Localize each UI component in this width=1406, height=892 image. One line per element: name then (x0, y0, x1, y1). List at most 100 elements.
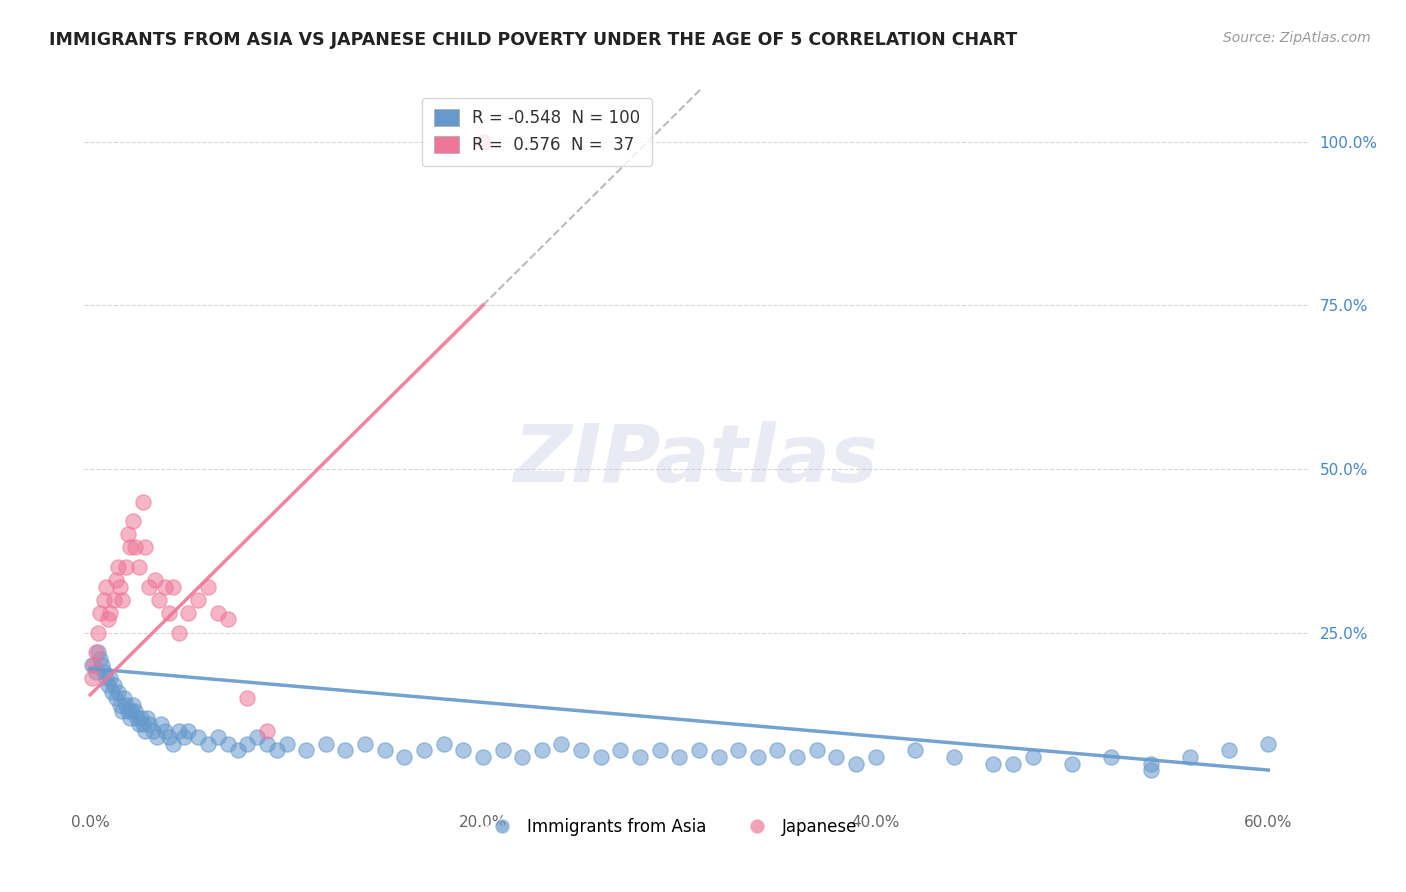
Point (122, 514, 145, 528)
Text: ZIPatlas: ZIPatlas (513, 421, 879, 500)
Point (138, 580, 160, 594)
Point (167, 625, 190, 640)
Point (89, 652, 111, 666)
Point (87, 645, 110, 659)
Point (187, 592, 209, 607)
Point (104, 573, 127, 587)
Point (128, 717, 150, 731)
Point (146, 731, 169, 745)
Point (114, 560, 136, 574)
Point (124, 704, 146, 718)
Point (374, 743, 396, 757)
Point (491, 743, 513, 757)
Point (127, 711, 149, 725)
Point (453, 743, 475, 757)
Point (266, 743, 288, 757)
Point (569, 743, 592, 757)
Point (217, 612, 239, 626)
Point (111, 704, 134, 718)
Point (256, 723, 278, 738)
Point (1139, 756, 1161, 771)
Point (471, 750, 494, 764)
Point (825, 750, 848, 764)
Point (157, 731, 180, 745)
Legend: Immigrants from Asia, Japanese: Immigrants from Asia, Japanese (478, 810, 866, 845)
Point (149, 717, 172, 731)
Point (246, 731, 269, 745)
Point (84, 665, 107, 679)
Point (148, 592, 170, 607)
Point (104, 691, 127, 706)
Point (1002, 756, 1025, 771)
Point (648, 743, 671, 757)
Text: IMMIGRANTS FROM ASIA VS JAPANESE CHILD POVERTY UNDER THE AGE OF 5 CORRELATION CH: IMMIGRANTS FROM ASIA VS JAPANESE CHILD P… (49, 31, 1018, 49)
Point (589, 750, 612, 764)
Point (1021, 750, 1043, 764)
Text: Source: ZipAtlas.com: Source: ZipAtlas.com (1223, 31, 1371, 45)
Point (94, 672, 117, 686)
Point (97, 678, 120, 692)
Point (295, 743, 318, 757)
Point (173, 731, 195, 745)
Point (84, 645, 107, 659)
Point (236, 691, 259, 706)
Point (433, 737, 456, 751)
Point (471, 135, 494, 149)
Point (134, 541, 156, 555)
Point (97, 612, 120, 626)
Y-axis label: Child Poverty Under the Age of 5: Child Poverty Under the Age of 5 (0, 320, 7, 572)
Point (118, 541, 141, 555)
Point (117, 527, 139, 541)
Point (177, 723, 200, 738)
Point (207, 731, 229, 745)
Point (1178, 750, 1201, 764)
Point (153, 723, 176, 738)
Point (101, 684, 124, 698)
Point (87, 625, 110, 640)
Point (129, 711, 152, 725)
Point (157, 606, 180, 620)
Point (82, 672, 104, 686)
Point (177, 606, 200, 620)
Point (83, 658, 105, 673)
Point (107, 560, 129, 574)
Point (124, 541, 146, 555)
Point (256, 737, 278, 751)
Point (111, 592, 134, 607)
Point (132, 494, 155, 508)
Point (122, 698, 145, 712)
Point (806, 743, 828, 757)
Point (103, 678, 125, 692)
Point (727, 743, 749, 757)
Point (187, 731, 209, 745)
Point (162, 580, 184, 594)
Point (103, 592, 125, 607)
Point (707, 750, 730, 764)
Point (530, 743, 553, 757)
Point (108, 580, 131, 594)
Point (904, 743, 927, 757)
Point (108, 698, 131, 712)
Point (236, 737, 259, 751)
Point (394, 750, 416, 764)
Point (197, 580, 219, 594)
Point (510, 750, 533, 764)
Point (943, 750, 966, 764)
Point (786, 750, 808, 764)
Point (845, 756, 868, 771)
Point (94, 580, 117, 594)
Point (114, 698, 136, 712)
Point (91, 658, 114, 673)
Point (112, 691, 135, 706)
Point (217, 737, 239, 751)
Point (609, 743, 631, 757)
Point (1099, 750, 1122, 764)
Point (207, 606, 229, 620)
Point (142, 723, 165, 738)
Point (128, 560, 150, 574)
Point (354, 737, 377, 751)
Point (82, 658, 104, 673)
Point (983, 756, 1005, 771)
Point (1218, 743, 1240, 757)
Point (865, 750, 887, 764)
